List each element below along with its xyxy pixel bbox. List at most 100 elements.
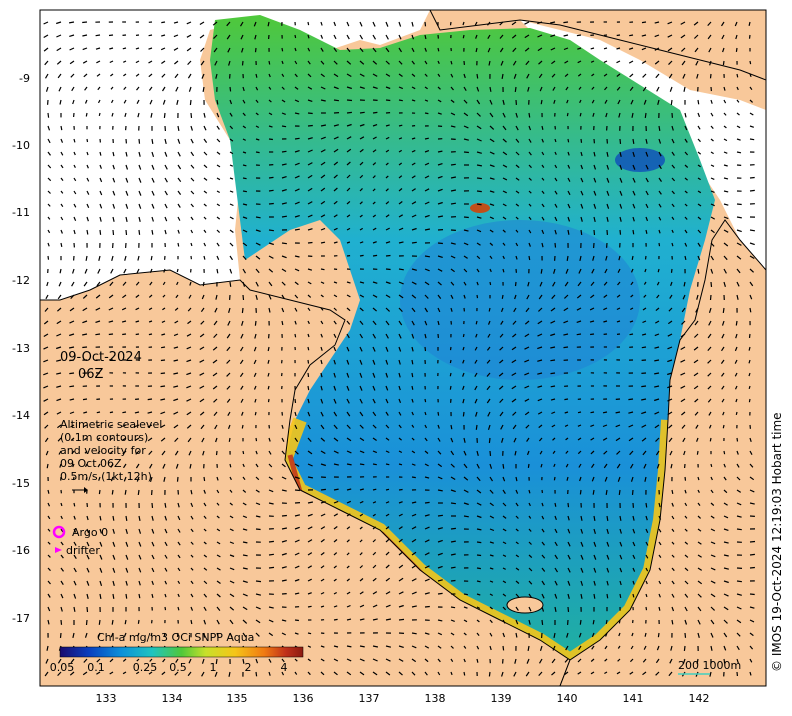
velocity-arrow [524, 385, 530, 389]
velocity-arrow [346, 241, 351, 244]
velocity-arrow [476, 86, 480, 92]
velocity-arrow [671, 489, 674, 495]
velocity-arrow [112, 567, 116, 573]
velocity-arrow [82, 34, 88, 37]
velocity-arrow [112, 593, 115, 599]
velocity-arrow [47, 242, 50, 247]
velocity-arrow [502, 242, 506, 246]
velocity-arrow [499, 346, 504, 351]
velocity-arrow [524, 333, 530, 338]
velocity-arrow [60, 515, 63, 520]
velocity-arrow [476, 268, 480, 273]
velocity-arrow [255, 138, 260, 141]
velocity-arrow [645, 541, 649, 546]
velocity-arrow [199, 411, 205, 416]
velocity-arrow [255, 489, 260, 493]
velocity-arrow [359, 398, 363, 404]
velocity-arrow [96, 73, 101, 77]
velocity-arrow [619, 580, 622, 586]
velocity-arrow [566, 112, 569, 117]
velocity-arrow [242, 502, 247, 506]
velocity-arrow [109, 437, 114, 441]
velocity-arrow [177, 203, 181, 208]
velocity-arrow [749, 463, 754, 468]
velocity-arrow [186, 359, 192, 363]
velocity-arrow [333, 488, 339, 491]
velocity-arrow [684, 255, 687, 261]
velocity-arrow [541, 593, 545, 599]
velocity-arrow [696, 658, 699, 665]
velocity-arrow [43, 346, 49, 350]
velocity-arrow [57, 73, 62, 79]
velocity-arrow [642, 73, 647, 78]
velocity-arrow [476, 632, 480, 636]
velocity-arrow [137, 632, 140, 637]
velocity-arrow [398, 658, 404, 662]
velocity-arrow [320, 411, 324, 417]
velocity-arrow [697, 112, 701, 118]
velocity-arrow [176, 476, 179, 482]
velocity-arrow [346, 658, 352, 662]
velocity-arrow [160, 398, 166, 401]
velocity-arrow [372, 591, 378, 595]
velocity-arrow [294, 463, 300, 467]
velocity-arrow [346, 398, 350, 404]
velocity-arrow [551, 73, 556, 78]
velocity-arrow [515, 606, 519, 611]
velocity-arrow [424, 578, 430, 582]
velocity-arrow [736, 216, 742, 219]
velocity-arrow [527, 463, 530, 468]
velocity-arrow [502, 112, 506, 118]
velocity-arrow [476, 645, 480, 650]
velocity-arrow [346, 539, 350, 543]
velocity-arrow [656, 294, 660, 299]
velocity-arrow [603, 73, 608, 77]
velocity-arrow [723, 99, 727, 104]
velocity-arrow [96, 60, 101, 64]
velocity-arrow [736, 502, 742, 506]
velocity-arrow [333, 671, 338, 676]
velocity-arrow [550, 359, 556, 362]
velocity-arrow [294, 201, 300, 205]
velocity-arrow [736, 86, 739, 91]
velocity-arrow [147, 437, 153, 442]
velocity-arrow [199, 346, 205, 351]
velocity-arrow [372, 294, 378, 298]
velocity-arrow [229, 190, 234, 193]
velocity-arrow [424, 34, 427, 40]
velocity-arrow [567, 580, 571, 586]
velocity-arrow [137, 255, 140, 261]
velocity-arrow [567, 164, 571, 169]
velocity-arrow [47, 229, 51, 234]
velocity-arrow [320, 372, 323, 378]
velocity-arrow [242, 619, 248, 624]
velocity-arrow [487, 34, 491, 40]
velocity-arrow [148, 307, 153, 311]
velocity-arrow [684, 112, 687, 118]
velocity-arrow [592, 255, 595, 261]
velocity-arrow [138, 515, 141, 522]
velocity-arrow [96, 411, 101, 414]
velocity-arrow [346, 174, 351, 179]
velocity-arrow [512, 333, 517, 338]
velocity-arrow [580, 177, 584, 183]
velocity-arrow [242, 255, 247, 260]
velocity-arrow [576, 333, 582, 336]
velocity-arrow [682, 294, 686, 300]
velocity-arrow [645, 151, 649, 157]
velocity-arrow [346, 60, 352, 65]
velocity-arrow [124, 255, 127, 261]
velocity-arrow [151, 216, 154, 222]
x-tick-label: 133 [96, 692, 117, 705]
velocity-arrow [58, 281, 62, 287]
velocity-arrow [69, 47, 75, 51]
velocity-arrow [511, 398, 517, 403]
velocity-arrow [749, 99, 754, 103]
velocity-arrow [86, 541, 90, 547]
velocity-arrow [489, 632, 493, 637]
velocity-arrow [242, 151, 247, 154]
velocity-arrow [346, 372, 350, 378]
velocity-arrow [203, 151, 208, 156]
velocity-arrow [385, 564, 390, 569]
velocity-arrow [476, 658, 479, 663]
